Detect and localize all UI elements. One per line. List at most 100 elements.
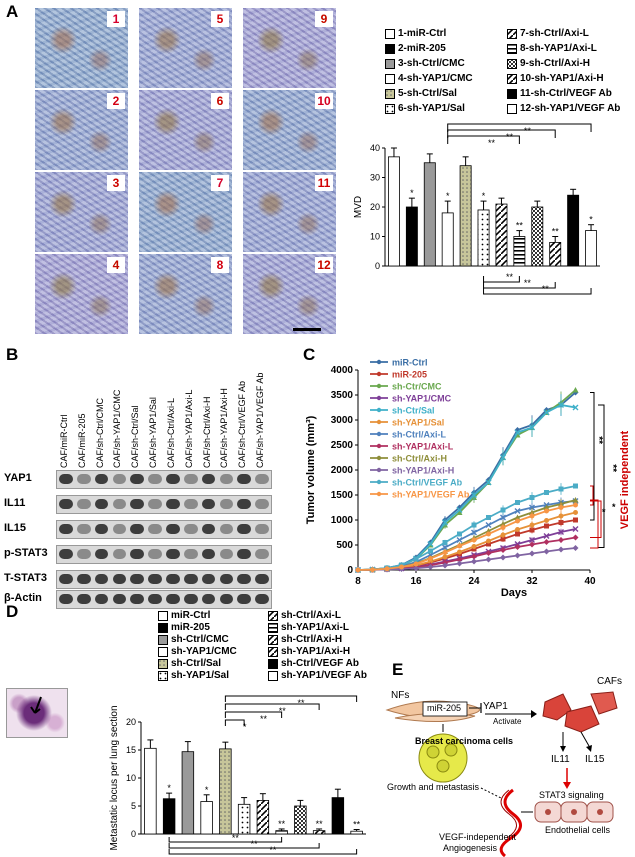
data-point [485, 550, 492, 556]
legend-label: sh-Ctr/CMC [392, 382, 442, 392]
legend-label: sh-YAP1/Sal [171, 670, 229, 681]
data-point [514, 544, 521, 550]
legend-label: sh-Ctrl/Axi-H [281, 634, 343, 645]
legend-swatch [507, 103, 517, 114]
data-point [500, 521, 506, 527]
panel-a-legend: 1-miR-Ctrl 7-sh-Ctrl/Axi-L 2-miR-205 8-sh-Y… [385, 28, 635, 128]
blot-strip [56, 545, 272, 564]
y-tick-label: 2000 [331, 465, 354, 476]
legend-label: 7-sh-Ctrl/Axi-L [520, 28, 589, 39]
panel-d-legend: miR-Ctrl sh-Ctrl/Axi-L miR-205 sh-YAP1/Axi-… [158, 610, 378, 690]
protein-band [219, 594, 234, 604]
significance-label: * [243, 722, 247, 732]
significance-bracket [447, 135, 520, 144]
protein-band [219, 574, 234, 584]
protein-band [183, 524, 198, 534]
legend-label: sh-Ctr/Sal [392, 406, 435, 416]
lane-label: CAF/sh-YAP1/VEGF Ab [255, 372, 266, 468]
legend-swatch [158, 622, 168, 633]
data-point [544, 518, 549, 523]
bar [350, 830, 363, 835]
tile-number: 12 [315, 257, 333, 273]
data-point [558, 513, 564, 519]
protein-band [59, 549, 73, 559]
legend-swatch [507, 58, 517, 69]
protein-band [183, 549, 198, 559]
protein-band [255, 574, 269, 584]
legend-entry: 11-sh-Ctrl/VEGF Ab [507, 88, 612, 99]
bar [162, 798, 176, 835]
legend-label: sh-YAP1/VEGF Ab [281, 670, 367, 681]
data-point [457, 543, 462, 549]
legend-label: sh-YAP1/Axi-L [281, 622, 349, 633]
data-point [572, 497, 579, 503]
vegf-bracket [590, 500, 602, 538]
bar [585, 230, 597, 267]
significance-bracket [483, 288, 592, 295]
legend-swatch [507, 88, 517, 99]
protein-band [201, 499, 216, 509]
data-point [558, 486, 564, 492]
legend-marker [376, 491, 382, 497]
data-point [515, 518, 520, 524]
lane-label: CAF/sh-Ctrl/Axi-L [165, 397, 176, 468]
protein-band [219, 474, 234, 484]
histology-tile: 10 [243, 90, 336, 170]
significance-label: ** [524, 126, 532, 136]
data-point [543, 409, 550, 416]
bar [331, 797, 345, 835]
protein-band [94, 524, 109, 534]
protein-band [166, 499, 180, 509]
bar [181, 751, 195, 835]
significance-star: * [410, 188, 414, 198]
significance-label: * [612, 502, 616, 512]
legend-entry: sh-Ctrl/CMC [158, 634, 229, 645]
lane-label: CAF/sh-Ctrl/Sal [130, 405, 141, 468]
legend-entry: 5-sh-Ctrl/Sal [385, 88, 457, 99]
data-point [428, 548, 433, 554]
tile-number: 7 [211, 175, 229, 191]
protein-band [76, 574, 91, 584]
bar [219, 748, 232, 835]
histology-tile: 3 [35, 172, 128, 252]
legend-label: 5-sh-Ctrl/Sal [398, 88, 457, 99]
tile-number: 9 [315, 11, 333, 27]
legend-label: 11-sh-Ctrl/VEGF Ab [520, 88, 612, 99]
data-point [573, 510, 578, 515]
protein-band [201, 594, 216, 604]
bar [513, 236, 526, 267]
data-point [457, 549, 462, 555]
arrow-icon [30, 696, 42, 714]
data-point [543, 539, 550, 545]
data-point [543, 533, 550, 539]
data-point [442, 562, 448, 569]
histology-tile: 9 [243, 8, 336, 88]
legend-swatch [268, 646, 278, 657]
panel-letter-c: C [303, 345, 316, 364]
legend-swatch [385, 28, 395, 39]
bar [459, 165, 472, 267]
data-point [543, 548, 550, 555]
data-point [529, 424, 535, 431]
data-point [500, 454, 506, 461]
x-tick-label: 8 [355, 576, 361, 587]
panel-letter-a: A [6, 2, 19, 21]
diagram-graphics [385, 691, 618, 857]
significance-label: ** [524, 278, 532, 288]
legend-entry: 3-sh-Ctrl/CMC [385, 58, 465, 69]
legend-label: sh-Ctrl/Axi-H [392, 454, 447, 464]
legend-marker [376, 455, 382, 461]
protein-band [237, 594, 252, 604]
protein-band [201, 549, 216, 559]
protein-band [76, 474, 91, 484]
y-tick-label: 0 [347, 565, 353, 576]
legend-swatch [158, 658, 168, 669]
histology-grid: 1 5 9 2 6 10 3 7 11 4 8 12 [35, 8, 345, 338]
protein-band [237, 499, 252, 509]
protein-band [166, 524, 180, 534]
significance-label: ** [297, 698, 305, 708]
legend-label: sh-Ctrl/Axi-L [281, 610, 341, 621]
data-point [471, 553, 477, 560]
lane-label: CAF/miR-205 [76, 413, 87, 468]
legend-swatch [385, 88, 395, 99]
